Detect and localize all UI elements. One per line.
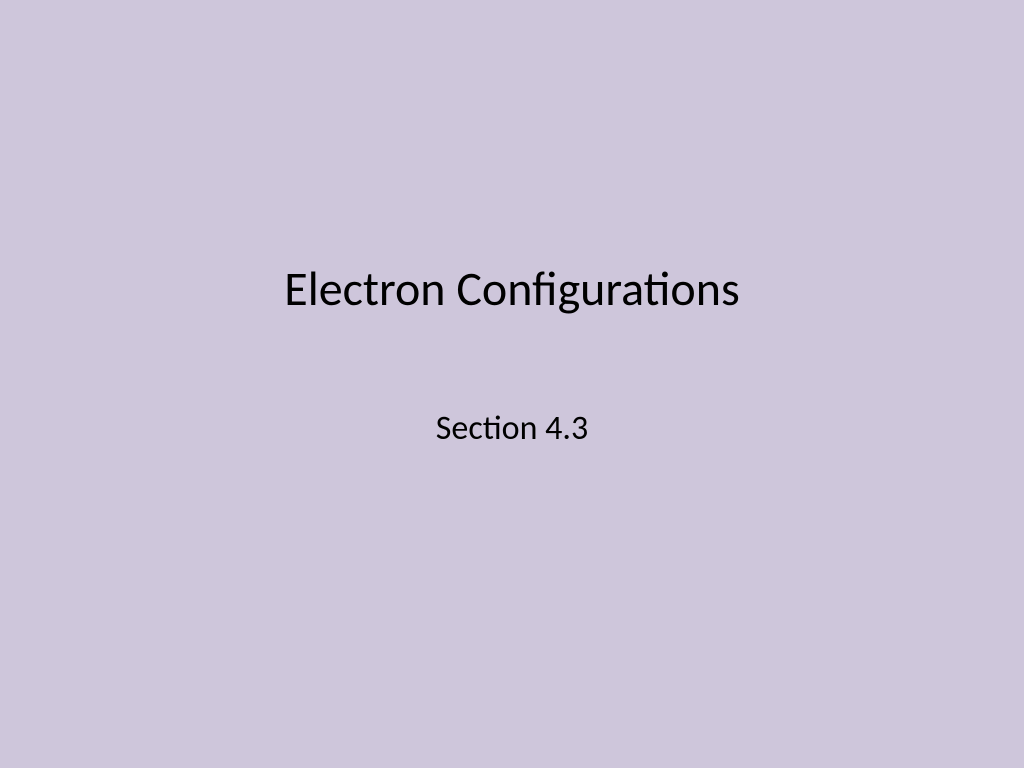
slide-title: Electron Configurations bbox=[284, 259, 739, 318]
slide-subtitle: Section 4.3 bbox=[436, 408, 588, 449]
slide-container: Electron Configurations Section 4.3 bbox=[0, 0, 1024, 768]
